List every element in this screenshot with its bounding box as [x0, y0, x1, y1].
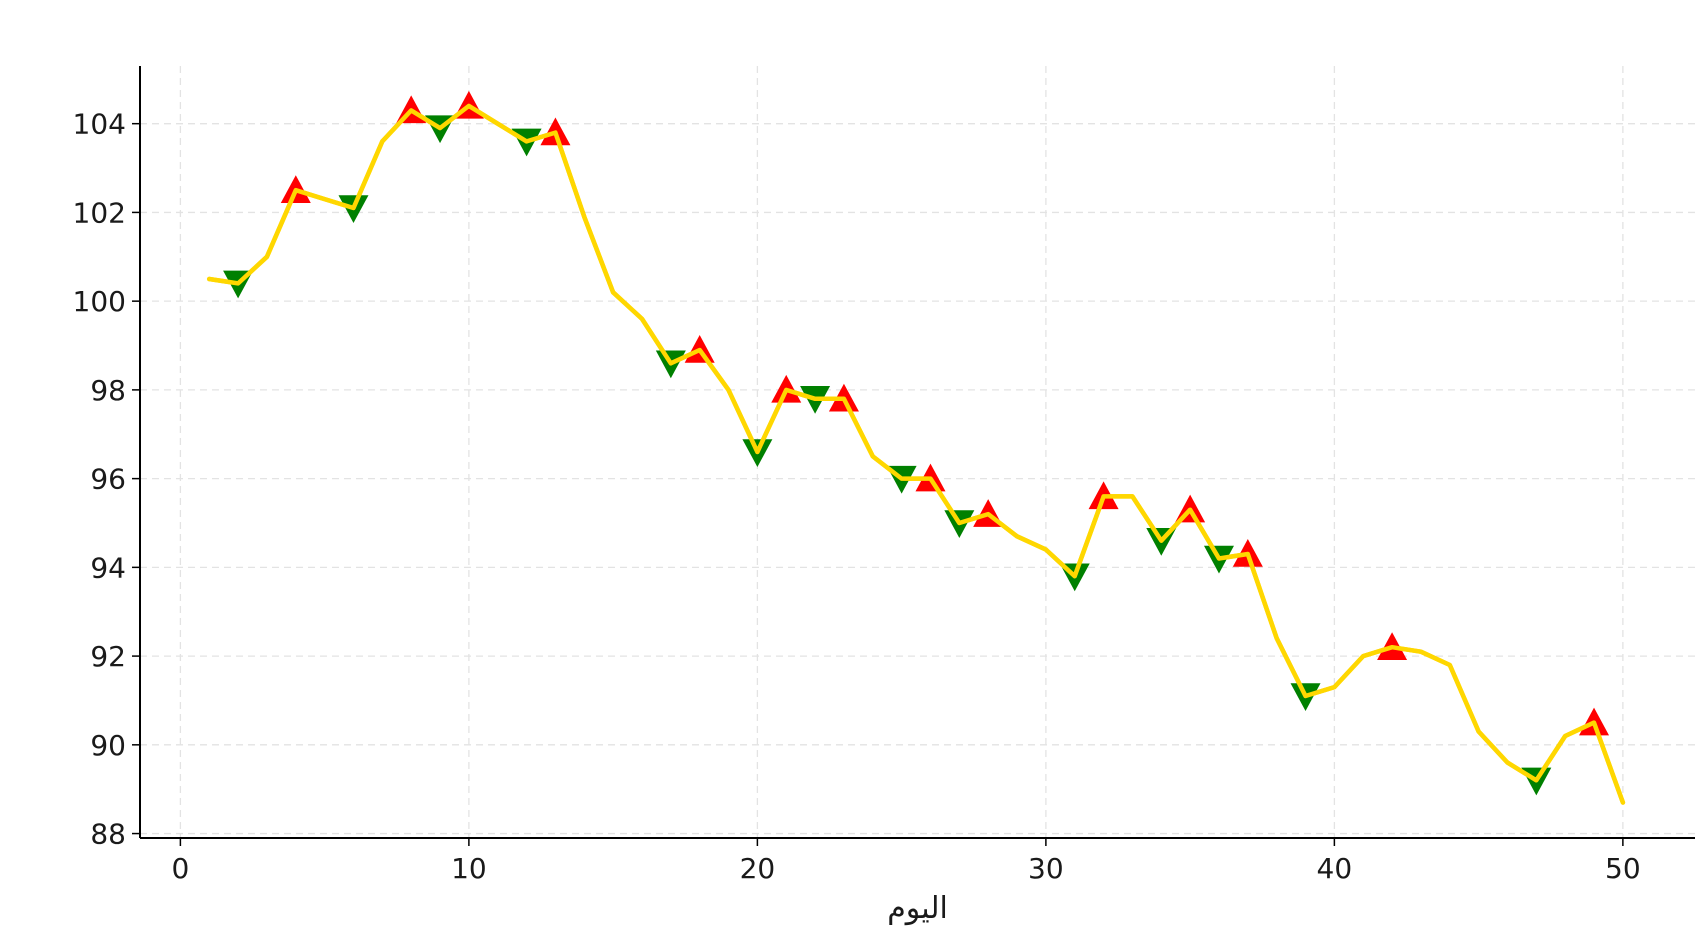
- x-tick-label: 50: [1605, 852, 1641, 885]
- tick-labels: 0 10 20 30 40 50 88 90 92 94 96 98 100 102 104: [73, 108, 1641, 885]
- price-line: [206, 103, 1626, 805]
- y-tick-label: 90: [90, 729, 126, 762]
- x-tick-label: 30: [1028, 852, 1064, 885]
- y-tick-label: 104: [73, 108, 126, 141]
- series: [206, 90, 1626, 805]
- x-tick-label: 10: [451, 852, 487, 885]
- y-tick-label: 88: [90, 818, 126, 851]
- y-tick-label: 98: [90, 374, 126, 407]
- grid-lines: [140, 66, 1695, 838]
- x-tick-label: 20: [740, 852, 776, 885]
- y-tick-label: 94: [90, 551, 126, 584]
- x-tick-label: 0: [171, 852, 189, 885]
- x-axis-label: اليوم: [887, 891, 948, 926]
- y-tick-label: 102: [73, 196, 126, 229]
- price-line-overlay: [206, 103, 1626, 805]
- y-tick-label: 96: [90, 463, 126, 496]
- y-tick-label: 92: [90, 640, 126, 673]
- x-tick-label: 40: [1317, 852, 1353, 885]
- y-tick-label: 100: [73, 285, 126, 318]
- axes: [139, 66, 1695, 839]
